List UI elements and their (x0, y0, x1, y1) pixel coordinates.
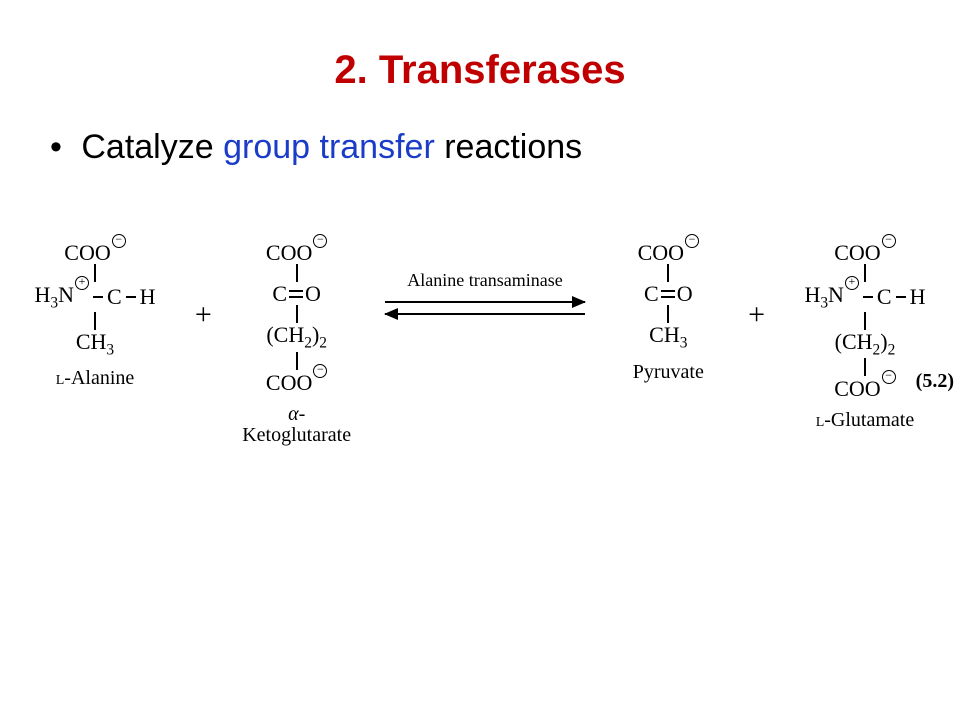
bond-icon (667, 264, 669, 282)
bond-icon (667, 305, 669, 323)
molecule-label: α-Ketoglutarate (237, 404, 357, 446)
molecule-alanine: COO H3N C H CH3 l-Alanine (20, 240, 170, 389)
group-ch2-2: (CH2)2 (835, 330, 896, 359)
atom-coo: COO (834, 240, 895, 264)
bond-icon (864, 264, 866, 282)
center-carbon-row: C O (272, 282, 321, 305)
double-arrow-icon (385, 293, 585, 323)
molecule-ketoglutarate: COO C O (CH2)2 COO α-Ketoglutarate (237, 240, 357, 446)
atom-c: C (107, 285, 122, 308)
bullet-icon: • (50, 128, 62, 166)
group-ch3: CH3 (76, 330, 114, 359)
atom-o: O (305, 282, 321, 305)
molecule-glutamate: COO H3N C H (CH2)2 COO l-Glutamate (790, 240, 940, 431)
atom-o: O (677, 282, 693, 305)
molecule-label: l-Glutamate (816, 410, 915, 431)
subtitle-text-pre: Catalyze (81, 128, 223, 166)
center-carbon-row: H3N C H (804, 282, 925, 312)
equation-number: (5.2) (916, 370, 954, 393)
atom-coo: COO (266, 370, 327, 394)
atom-c: C (877, 285, 892, 308)
atom-c: C (644, 282, 659, 305)
bond-icon (864, 312, 866, 330)
plus-operator: + (188, 240, 218, 332)
slide: 2. Transferases • Catalyze group transfe… (0, 0, 960, 720)
reaction-diagram: COO H3N C H CH3 l-Alanine + COO (20, 240, 940, 446)
slide-subtitle: • Catalyze group transfer reactions (50, 128, 582, 167)
atom-c: C (272, 282, 287, 305)
bond-icon (296, 305, 298, 323)
reaction-row: COO H3N C H CH3 l-Alanine + COO (20, 240, 940, 446)
atom-coo: COO (266, 240, 327, 264)
atom-h: H (910, 285, 926, 308)
bond-icon (864, 358, 866, 376)
molecule-label: Pyruvate (633, 362, 704, 383)
group-h3n: H3N (804, 282, 858, 312)
bond-icon (94, 312, 96, 330)
group-ch2-2: (CH2)2 (266, 323, 327, 352)
bond-icon (296, 352, 298, 370)
group-h3n: H3N (34, 282, 88, 312)
center-carbon-row: C O (644, 282, 693, 305)
atom-coo: COO (64, 240, 125, 264)
slide-title: 2. Transferases (0, 48, 960, 93)
bond-icon (296, 264, 298, 282)
bond-icon (94, 264, 96, 282)
atom-coo: COO (834, 376, 895, 400)
center-carbon-row: H3N C H (34, 282, 155, 312)
atom-coo: COO (638, 240, 699, 264)
enzyme-label: Alanine transaminase (407, 270, 562, 291)
atom-h: H (140, 285, 156, 308)
plus-operator: + (742, 240, 772, 332)
equilibrium-arrow: Alanine transaminase (375, 240, 595, 323)
group-ch3: CH3 (649, 323, 687, 352)
subtitle-text-post: reactions (435, 128, 582, 166)
molecule-label: l-Alanine (56, 368, 135, 389)
molecule-pyruvate: COO C O CH3 Pyruvate (613, 240, 723, 383)
subtitle-emphasis: group transfer (223, 128, 435, 166)
